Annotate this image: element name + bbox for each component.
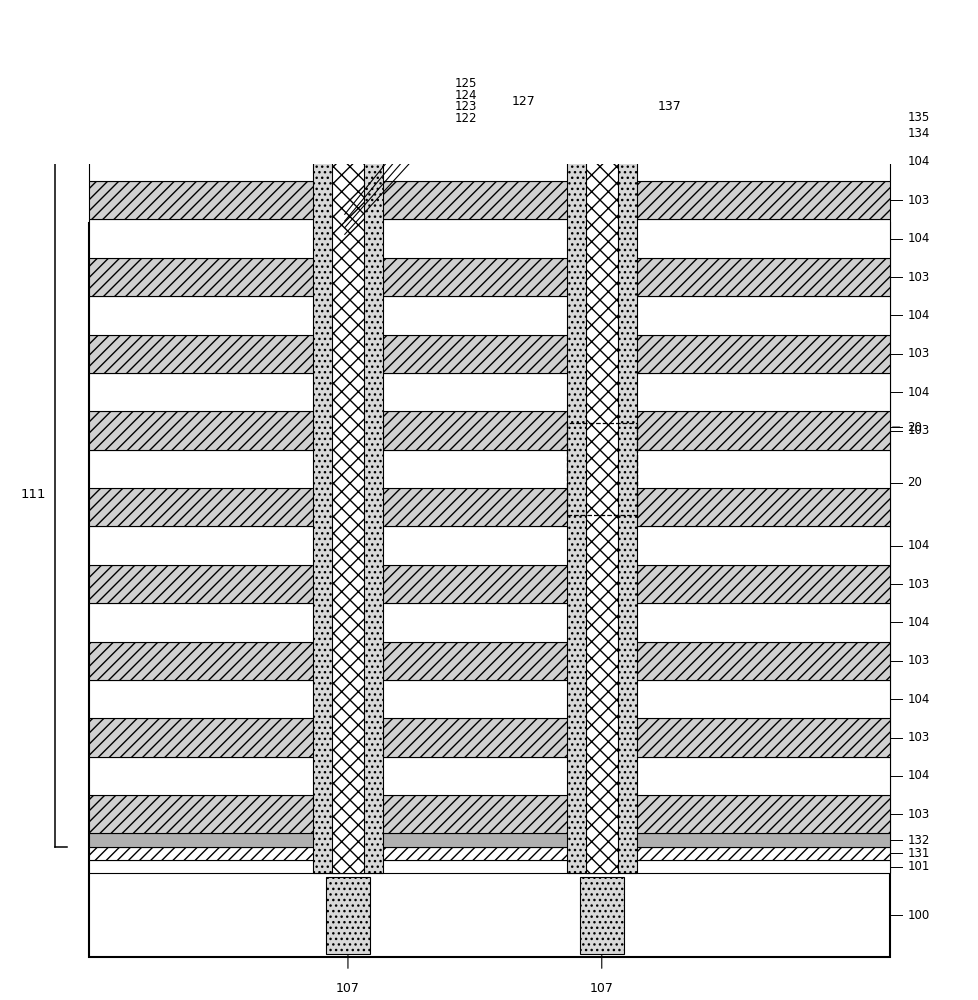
Text: 104: 104 (907, 693, 929, 706)
Text: 103: 103 (907, 808, 929, 821)
Bar (89, 124, 889, 143)
Text: 30: 30 (465, 0, 484, 3)
Bar (89, 143, 889, 181)
Bar (89, 450, 889, 488)
Text: 100: 100 (907, 909, 929, 922)
Text: 103: 103 (907, 578, 929, 591)
Text: 103: 103 (907, 731, 929, 744)
Bar (89, 718, 889, 757)
Bar (89, 219, 889, 258)
Bar (89, 373, 889, 411)
Bar (89, 795, 889, 833)
Bar (89, 847, 889, 860)
Bar (89, 258, 889, 296)
Text: 136b: 136b (0, 999, 1, 1000)
Bar (89, 296, 889, 335)
Text: 20: 20 (907, 476, 921, 489)
Text: 134: 134 (907, 127, 929, 140)
Bar (566, 124, 637, 873)
Bar (89, 833, 889, 847)
Bar (559, 64, 643, 124)
Bar (301, 64, 384, 124)
Bar (586, 124, 617, 873)
Text: 137: 137 (657, 100, 681, 113)
Text: 107: 107 (335, 982, 360, 995)
Bar (89, 111, 889, 124)
Text: 104: 104 (907, 386, 929, 399)
Text: 104: 104 (907, 616, 929, 629)
Bar (357, 124, 401, 139)
Text: 104: 104 (907, 309, 929, 322)
Bar (89, 603, 889, 642)
Text: 123: 123 (454, 100, 476, 113)
Bar (566, 423, 637, 515)
Bar (313, 124, 382, 873)
Bar (89, 680, 889, 718)
Bar (89, 488, 889, 526)
Text: 101: 101 (907, 860, 929, 873)
Text: 104: 104 (907, 539, 929, 552)
Text: 135: 135 (907, 111, 929, 124)
Text: 103: 103 (907, 271, 929, 284)
Bar (352, 78, 432, 89)
Bar (352, 101, 444, 113)
Bar (352, 113, 450, 124)
Bar (89, 411, 889, 450)
Text: 127: 127 (511, 95, 535, 108)
Text: 111: 111 (21, 488, 46, 501)
Bar (332, 124, 364, 873)
Bar (89, 642, 889, 680)
Text: 125: 125 (454, 77, 476, 90)
Bar (89, 860, 889, 873)
Text: 20: 20 (907, 421, 921, 434)
Text: 103: 103 (907, 347, 929, 360)
Text: 122: 122 (454, 112, 476, 125)
Text: 131: 131 (907, 847, 929, 860)
Bar (89, 181, 889, 219)
Bar (89, 526, 889, 565)
Text: 107: 107 (589, 982, 613, 995)
Text: 136a: 136a (0, 999, 1, 1000)
Bar (352, 89, 438, 101)
Bar (326, 877, 370, 954)
Text: 132: 132 (907, 834, 929, 847)
Bar (579, 877, 623, 954)
Bar (89, 565, 889, 603)
Bar (89, 223, 889, 957)
Text: 104: 104 (907, 232, 929, 245)
Bar (89, 757, 889, 795)
Text: 104: 104 (907, 769, 929, 782)
Text: 104: 104 (907, 155, 929, 168)
Text: 103: 103 (907, 194, 929, 207)
Text: 103: 103 (907, 654, 929, 667)
Bar (89, 335, 889, 373)
Text: 124: 124 (454, 89, 476, 102)
Text: 103: 103 (907, 424, 929, 437)
